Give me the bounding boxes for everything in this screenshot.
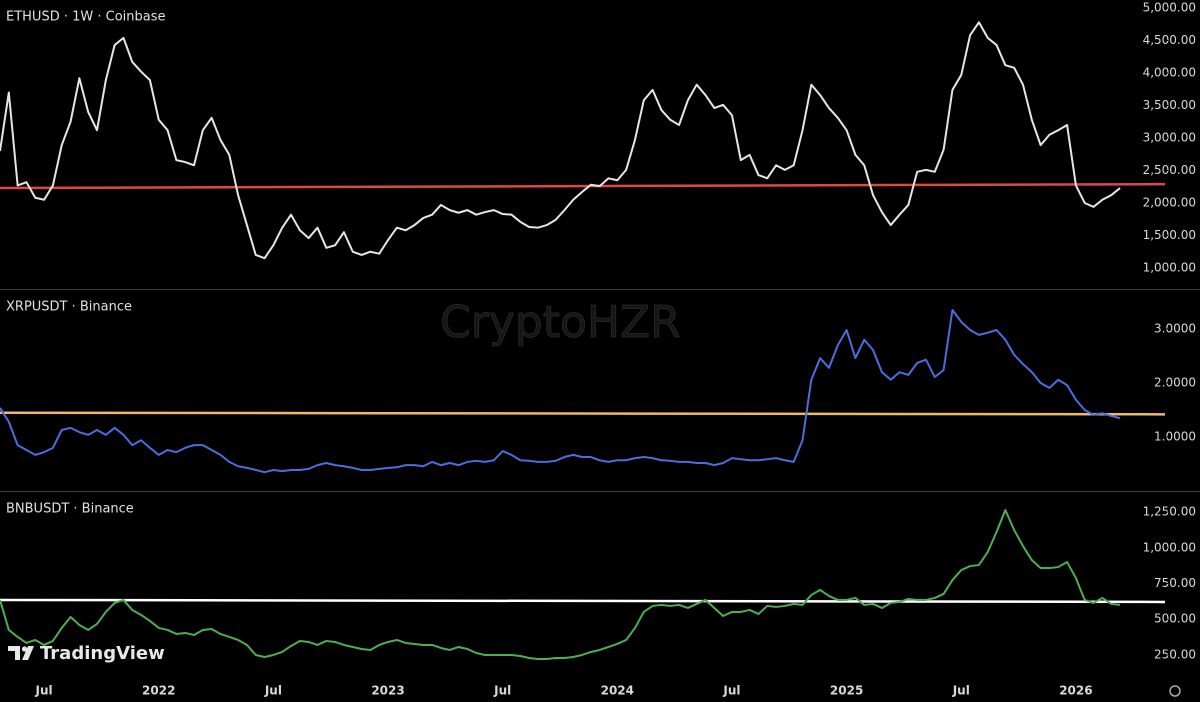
- x-tick-label: 2022: [142, 684, 175, 698]
- pane-title: BNBUSDT · Binance: [6, 502, 134, 517]
- price-line: [0, 509, 1121, 660]
- y-tick-label: 250.00: [1154, 647, 1196, 661]
- x-tick-label: Jul: [493, 684, 511, 698]
- y-tick-label: 1,000.00: [1143, 540, 1196, 554]
- pane-title: ETHUSD · 1W · Coinbase: [6, 10, 166, 25]
- y-tick-label: 5,000.00: [1143, 0, 1196, 14]
- price-line: [0, 309, 1121, 474]
- pane-title: XRPUSDT · Binance: [6, 300, 132, 315]
- y-tick-label: 4,500.00: [1143, 33, 1196, 47]
- y-tick-label: 500.00: [1154, 612, 1196, 626]
- x-tick-label: Jul: [952, 684, 970, 698]
- y-tick-label: 1,250.00: [1143, 505, 1196, 519]
- x-tick-label: 2026: [1059, 684, 1092, 698]
- y-tick-label: 2.0000: [1154, 375, 1196, 389]
- watermark: CryptoHZR: [440, 297, 681, 348]
- y-tick-label: 3,000.00: [1143, 130, 1196, 144]
- y-tick-label: 1,000.00: [1143, 260, 1196, 274]
- logo-icon: [8, 646, 34, 660]
- trend-line: [0, 182, 1166, 190]
- x-tick-label: Jul: [264, 684, 282, 698]
- y-tick-label: 3,500.00: [1143, 98, 1196, 112]
- price-line: [0, 21, 1121, 260]
- logo-text: TradingView: [40, 643, 165, 664]
- y-tick-label: 2,000.00: [1143, 195, 1196, 209]
- x-tick-label: Jul: [35, 684, 53, 698]
- x-tick-label: 2023: [371, 684, 404, 698]
- y-tick-label: 3.0000: [1154, 321, 1196, 335]
- x-tick-label: Jul: [722, 684, 740, 698]
- y-tick-label: 750.00: [1154, 576, 1196, 590]
- logo-icon: [21, 646, 28, 652]
- logo: TradingView: [8, 643, 165, 664]
- trend-line: [0, 598, 1166, 604]
- y-tick-label: 1.0000: [1154, 430, 1196, 444]
- x-tick-label: 2024: [601, 684, 634, 698]
- y-tick-label: 1,500.00: [1143, 228, 1196, 242]
- trend-line: [0, 411, 1166, 416]
- y-tick-label: 2,500.00: [1143, 163, 1196, 177]
- y-tick-label: 4,000.00: [1143, 65, 1196, 79]
- settings-icon[interactable]: [1169, 685, 1181, 697]
- x-tick-label: 2025: [830, 684, 863, 698]
